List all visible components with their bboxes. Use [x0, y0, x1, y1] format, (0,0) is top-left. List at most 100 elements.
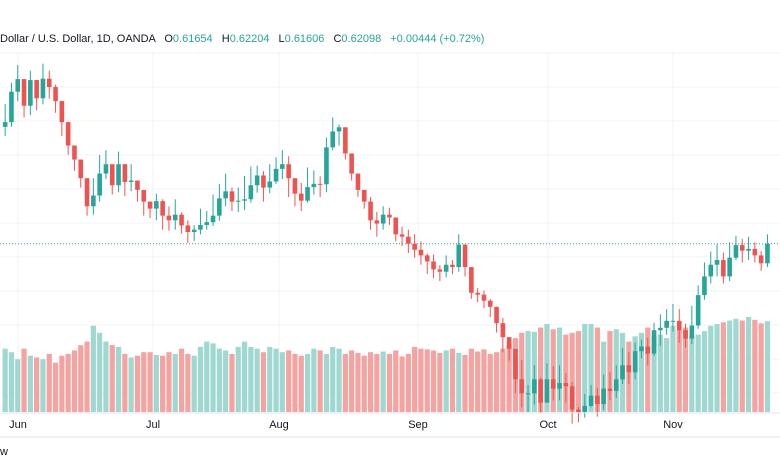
open-value: 0.61654 — [172, 33, 213, 45]
candle-body — [670, 320, 676, 322]
volume-bar — [386, 353, 393, 412]
candle — [103, 150, 109, 180]
candle — [280, 150, 285, 180]
candle — [582, 393, 588, 418]
candle-body — [361, 189, 367, 202]
candle-body — [311, 183, 317, 188]
volume-bar — [172, 353, 178, 412]
volume-bar — [21, 348, 27, 412]
candle — [355, 173, 361, 197]
volume-bar — [248, 346, 254, 412]
candle-body — [15, 79, 21, 92]
candle — [746, 236, 751, 261]
candle-body — [525, 393, 531, 395]
volume-bar — [367, 352, 374, 412]
candle-body — [217, 198, 222, 216]
volume-bar — [273, 348, 279, 412]
volume-bar — [298, 355, 304, 412]
candle-body — [2, 122, 8, 127]
candle — [248, 166, 254, 203]
candle-body — [500, 323, 506, 338]
open-key: O — [164, 33, 173, 45]
volume-bar — [758, 323, 764, 412]
candle-body — [109, 164, 115, 186]
candle — [15, 65, 21, 102]
symbol-title[interactable]: Dollar / U.S. Dollar, 1D, OANDA — [0, 33, 156, 45]
candle-body — [305, 187, 310, 201]
volume-bar — [355, 352, 361, 412]
candle-body — [412, 243, 417, 250]
candle-body — [758, 255, 764, 264]
candle-body — [97, 173, 102, 196]
volume-bar — [134, 355, 141, 412]
candle — [305, 167, 310, 203]
candle — [254, 165, 260, 193]
candle — [217, 183, 222, 221]
candle-body — [450, 264, 455, 268]
candle-body — [324, 147, 329, 185]
volume-bar — [292, 353, 298, 412]
candle-body — [443, 264, 449, 272]
volume-bar — [739, 320, 745, 412]
volume-bar — [311, 348, 317, 412]
volume-bar — [166, 352, 172, 412]
candle — [324, 137, 329, 193]
candle — [550, 366, 556, 401]
candle — [72, 145, 77, 171]
candle — [481, 290, 487, 309]
candle — [721, 252, 726, 284]
candle-body — [406, 236, 411, 244]
candle-body — [179, 214, 184, 226]
candle-body — [223, 191, 228, 199]
candlesticks — [2, 63, 770, 424]
candle-body — [292, 178, 298, 194]
candle-body — [298, 193, 304, 201]
volume-bar — [764, 321, 771, 412]
candle-body — [330, 131, 336, 148]
candle-body — [349, 153, 354, 174]
volume-bar — [254, 348, 260, 412]
candle — [380, 206, 386, 230]
candle — [406, 229, 411, 254]
volume-bar — [638, 332, 645, 412]
candle — [765, 234, 770, 268]
volume-bar — [52, 362, 59, 412]
candle — [46, 70, 52, 99]
candle — [506, 337, 512, 361]
candle-body — [576, 409, 581, 412]
candle-body — [645, 346, 651, 354]
candle-body — [708, 264, 714, 277]
candle — [626, 352, 632, 384]
candle-body — [336, 127, 342, 132]
candle-body — [569, 386, 575, 410]
volume-bar — [493, 352, 500, 412]
volume-bar — [241, 341, 248, 412]
candle — [84, 178, 90, 216]
candle — [336, 124, 342, 146]
candle — [664, 309, 669, 335]
candle-body — [399, 234, 405, 237]
candle — [500, 318, 506, 353]
volume-bar — [727, 320, 733, 412]
candle — [349, 153, 354, 181]
candle — [494, 306, 499, 333]
candle — [683, 323, 688, 348]
volume-bar — [204, 341, 210, 412]
candle — [399, 226, 405, 247]
low-value: 0.61606 — [284, 33, 325, 45]
candle — [286, 156, 291, 197]
candle — [544, 363, 550, 403]
x-tick-label: Oct — [539, 419, 556, 431]
candle — [223, 173, 228, 207]
candle — [733, 235, 739, 261]
x-tick-label: Aug — [269, 419, 289, 431]
bottom-toolbar-label[interactable]: w — [0, 446, 8, 458]
x-tick-label: Sep — [408, 419, 428, 431]
volume-bar — [752, 319, 758, 412]
volume-bar — [682, 327, 689, 412]
candle — [109, 164, 115, 195]
candle-body — [166, 215, 172, 221]
candle-body — [702, 276, 707, 296]
candle-body — [185, 225, 191, 232]
